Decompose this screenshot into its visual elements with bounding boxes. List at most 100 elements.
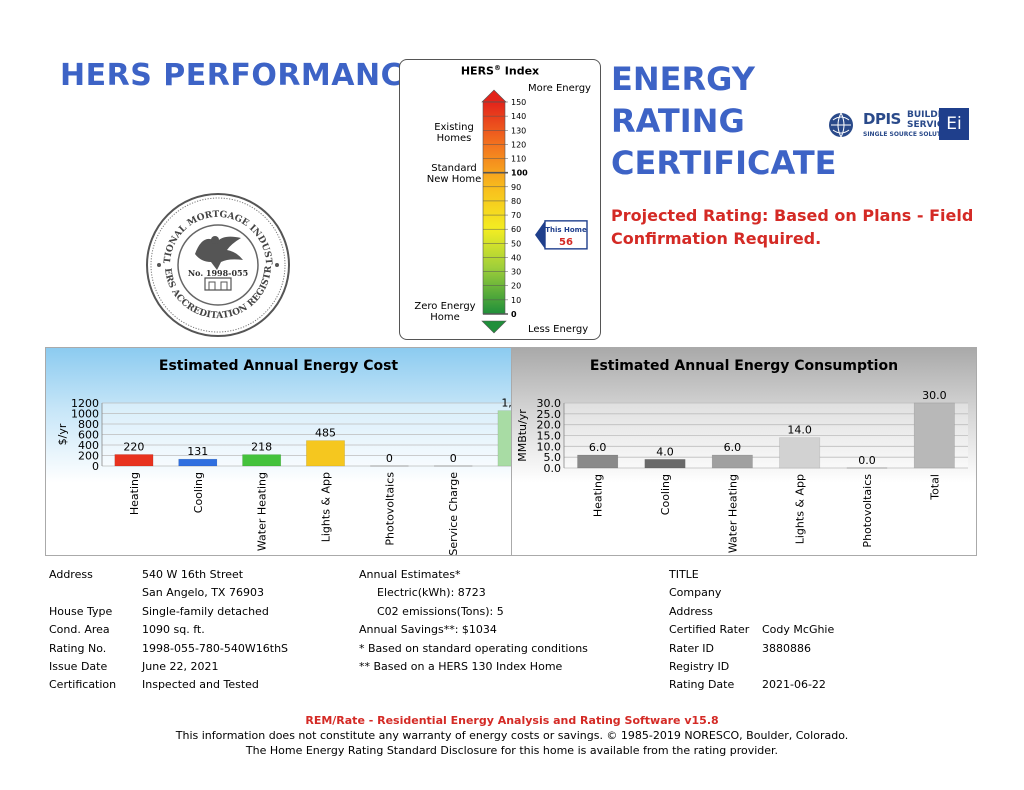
gauge-tick-label-100: 100 [511, 169, 528, 178]
title-line-1: ENERGY [611, 60, 755, 98]
less-energy-label: Less Energy [528, 324, 589, 335]
data-label: 0 [450, 452, 457, 465]
gauge-title: HERS® Index [400, 64, 600, 78]
gauge-tick-label-40: 40 [511, 253, 521, 262]
footnote-operating-conditions: * Based on standard operating conditions [359, 641, 588, 655]
gauge-title-text: HERS [460, 64, 494, 78]
value-address-street: 540 W 16th Street [142, 568, 244, 581]
label-rater-id: Rater ID [669, 641, 714, 655]
data-label: 30.0 [922, 389, 947, 402]
bar-heating [577, 454, 619, 469]
gauge-up-arrow [481, 89, 507, 103]
gauge-tick-label-70: 70 [511, 211, 521, 220]
footer: REM/Rate - Residential Energy Analysis a… [0, 713, 1024, 758]
y-tick-label: 30.0 [537, 397, 562, 410]
data-label: 485 [315, 427, 336, 440]
annual-estimates: Annual Estimates* Electric(kWh): 8723 C0… [359, 566, 588, 676]
data-label: 218 [251, 441, 272, 454]
category-label: Photovoltaics [383, 472, 396, 546]
label-rating-no: Rating No. [49, 641, 107, 655]
value-cond-area: 1090 sq. ft. [142, 623, 205, 637]
gauge-tick-label-10: 10 [511, 296, 521, 305]
y-tick-label: 200 [78, 450, 99, 463]
gauge-bar [482, 101, 506, 315]
category-label: Total [928, 474, 941, 501]
bar-lights-app [779, 437, 821, 469]
logo-line-1: BUILDER [907, 110, 951, 120]
value-house-type: Single-family detached [142, 604, 269, 618]
y-tick-label: 15.0 [537, 430, 562, 443]
label-title: TITLE [669, 568, 699, 581]
y-tick-label: 600 [78, 429, 99, 442]
energy-consumption-chart: Estimated Annual Energy Consumption 0.0 5… [511, 347, 977, 556]
bar-water-heating [711, 454, 753, 469]
y-tick-label: 0.0 [544, 462, 562, 475]
data-label: 14.0 [787, 424, 812, 437]
hers-index-gauge: HERS® Index 150 140 130 120 110 100 90 80 70 60 50… [399, 59, 601, 340]
y-tick-label: 800 [78, 418, 99, 431]
y-tick-label: 1000 [71, 408, 99, 421]
consumption-chart-title: Estimated Annual Energy Consumption [589, 358, 899, 374]
company-logo: DPIS BUILDER SERVICES SINGLE SOURCE SOLU… [827, 108, 969, 142]
gauge-tick-label-150: 150 [511, 98, 526, 107]
logo-line-2: SERVICES [907, 120, 957, 130]
gauge-title-suffix: Index [500, 64, 540, 78]
category-label: Heating [592, 474, 605, 517]
y-tick-label: 0 [92, 460, 99, 473]
label-issue-date: Issue Date [49, 659, 108, 673]
logo-name: DPIS [863, 110, 901, 128]
category-label: Water Heating [256, 472, 269, 551]
logo-badge: Ei [939, 108, 969, 140]
label-rating-date: Rating Date [669, 678, 735, 692]
value-issue-date: June 22, 2021 [142, 659, 219, 673]
y-tick-label: 10.0 [537, 440, 562, 453]
value-rater-address [762, 603, 834, 621]
title-line-2: RATING [611, 102, 745, 140]
value-certified-rater: Cody McGhie [762, 623, 835, 637]
gauge-tick-label-30: 30 [511, 268, 521, 277]
y-tick-label: 20.0 [537, 419, 562, 432]
this-home-box [544, 220, 588, 250]
category-label: Lights & App [320, 472, 333, 542]
footer-disclaimer: This information does not constitute any… [175, 729, 849, 742]
y-tick-label: 5.0 [544, 451, 562, 464]
footnote-hers-130: ** Based on a HERS 130 Index Home [359, 659, 563, 673]
value-title [762, 566, 834, 584]
co2-emissions: C02 emissions(Tons): 5 [377, 604, 504, 618]
gauge-tick-label-130: 130 [511, 126, 526, 135]
value-certification: Inspected and Tested [142, 678, 259, 692]
existing-homes-label: Existing Homes [434, 122, 474, 144]
property-values: 540 W 16th Street San Angelo, TX 76903 S… [142, 566, 288, 695]
standard-new-home-label: Standard New Home [426, 163, 482, 185]
bar-water-heating [242, 454, 282, 467]
this-home-marker: This Home 56 [535, 220, 588, 250]
this-home-value: 56 [559, 237, 573, 248]
value-registry-id [762, 658, 834, 676]
footer-software: REM/Rate - Residential Energy Analysis a… [305, 714, 719, 727]
cost-chart-title: Estimated Annual Energy Cost [158, 358, 399, 374]
y-tick-label: 25.0 [537, 408, 562, 421]
category-label: Photovoltaics [861, 474, 874, 548]
gauge-tick-label-140: 140 [511, 112, 526, 121]
gauge-tick-label-120: 120 [511, 140, 526, 149]
data-label: 220 [123, 440, 144, 453]
data-label: 131 [187, 445, 208, 458]
label-blank [49, 584, 116, 602]
accreditation-seal: NATIONAL MORTGAGE INDUSTRY HERS ACCREDIT… [141, 185, 291, 338]
zero-energy-home-label: Zero Energy Home [414, 301, 476, 323]
label-certification: Certification [49, 678, 117, 692]
category-label: Water Heating [726, 474, 739, 553]
certificate-title: ENERGY RATING CERTIFICATE [611, 58, 837, 184]
logo-subtitle: SINGLE SOURCE SOLUTION [863, 131, 954, 138]
electric-kwh: Electric(kWh): 8723 [377, 586, 486, 600]
this-home-label: This Home [545, 226, 587, 234]
value-rater-id: 3880886 [762, 641, 811, 655]
bar-total [497, 410, 511, 467]
projected-rating-notice: Projected Rating: Based on Plans - Field… [611, 206, 974, 248]
value-rating-date: 2021-06-22 [762, 678, 826, 692]
this-home-pointer [535, 220, 545, 249]
y-axis-label: $/yr [56, 423, 69, 445]
category-label: Heating [128, 472, 141, 515]
bar-cooling [178, 458, 218, 467]
